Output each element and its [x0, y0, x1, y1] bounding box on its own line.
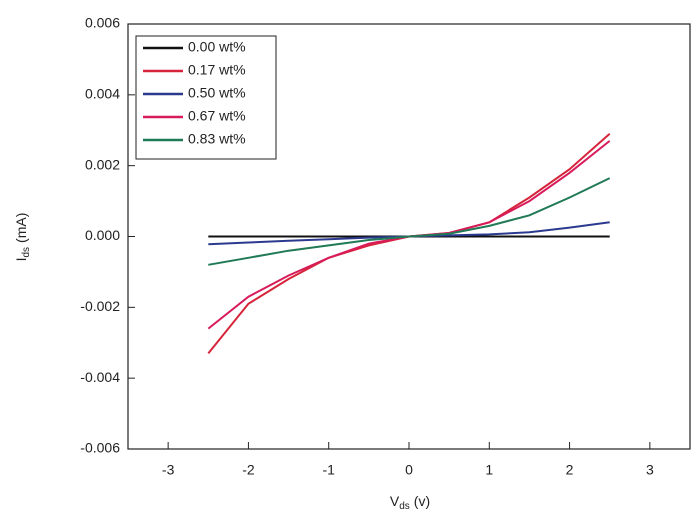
- x-tick-label: -3: [162, 462, 175, 478]
- data-line: [208, 141, 609, 329]
- y-tick-label: 0.006: [85, 15, 120, 31]
- y-label-unit: (mA): [13, 213, 29, 243]
- x-tick-label: -1: [322, 462, 335, 478]
- y-label-sub: ds: [21, 247, 32, 258]
- x-tick-label: -2: [242, 462, 255, 478]
- data-line: [208, 134, 609, 354]
- y-axis-label: Ids(mA): [13, 213, 32, 262]
- y-tick-label: 0.002: [85, 156, 120, 172]
- x-label-unit: (v): [414, 493, 430, 509]
- x-tick-label: 2: [566, 462, 574, 478]
- chart: Ids(mA) Vds(v) -0.006-0.004-0.0020.0000.…: [0, 0, 691, 518]
- y-tick-label: -0.002: [80, 298, 120, 314]
- x-tick-label: 0: [405, 462, 413, 478]
- y-tick-label: 0.000: [85, 227, 120, 243]
- data-line: [208, 222, 609, 244]
- x-axis-label: Vds(v): [390, 493, 430, 512]
- y-tick-label: -0.004: [80, 369, 120, 385]
- legend-label: 0.67 wt%: [188, 108, 246, 124]
- legend-label: 0.83 wt%: [188, 131, 246, 147]
- data-line: [208, 178, 609, 265]
- legend-label: 0.17 wt%: [188, 62, 246, 78]
- x-tick-label: 3: [646, 462, 654, 478]
- legend-label: 0.00 wt%: [188, 39, 246, 55]
- x-label-sub: ds: [399, 501, 410, 512]
- legend-label: 0.50 wt%: [188, 85, 246, 101]
- y-tick-label: 0.004: [85, 86, 120, 102]
- y-tick-label: -0.006: [80, 440, 120, 456]
- x-tick-label: 1: [485, 462, 493, 478]
